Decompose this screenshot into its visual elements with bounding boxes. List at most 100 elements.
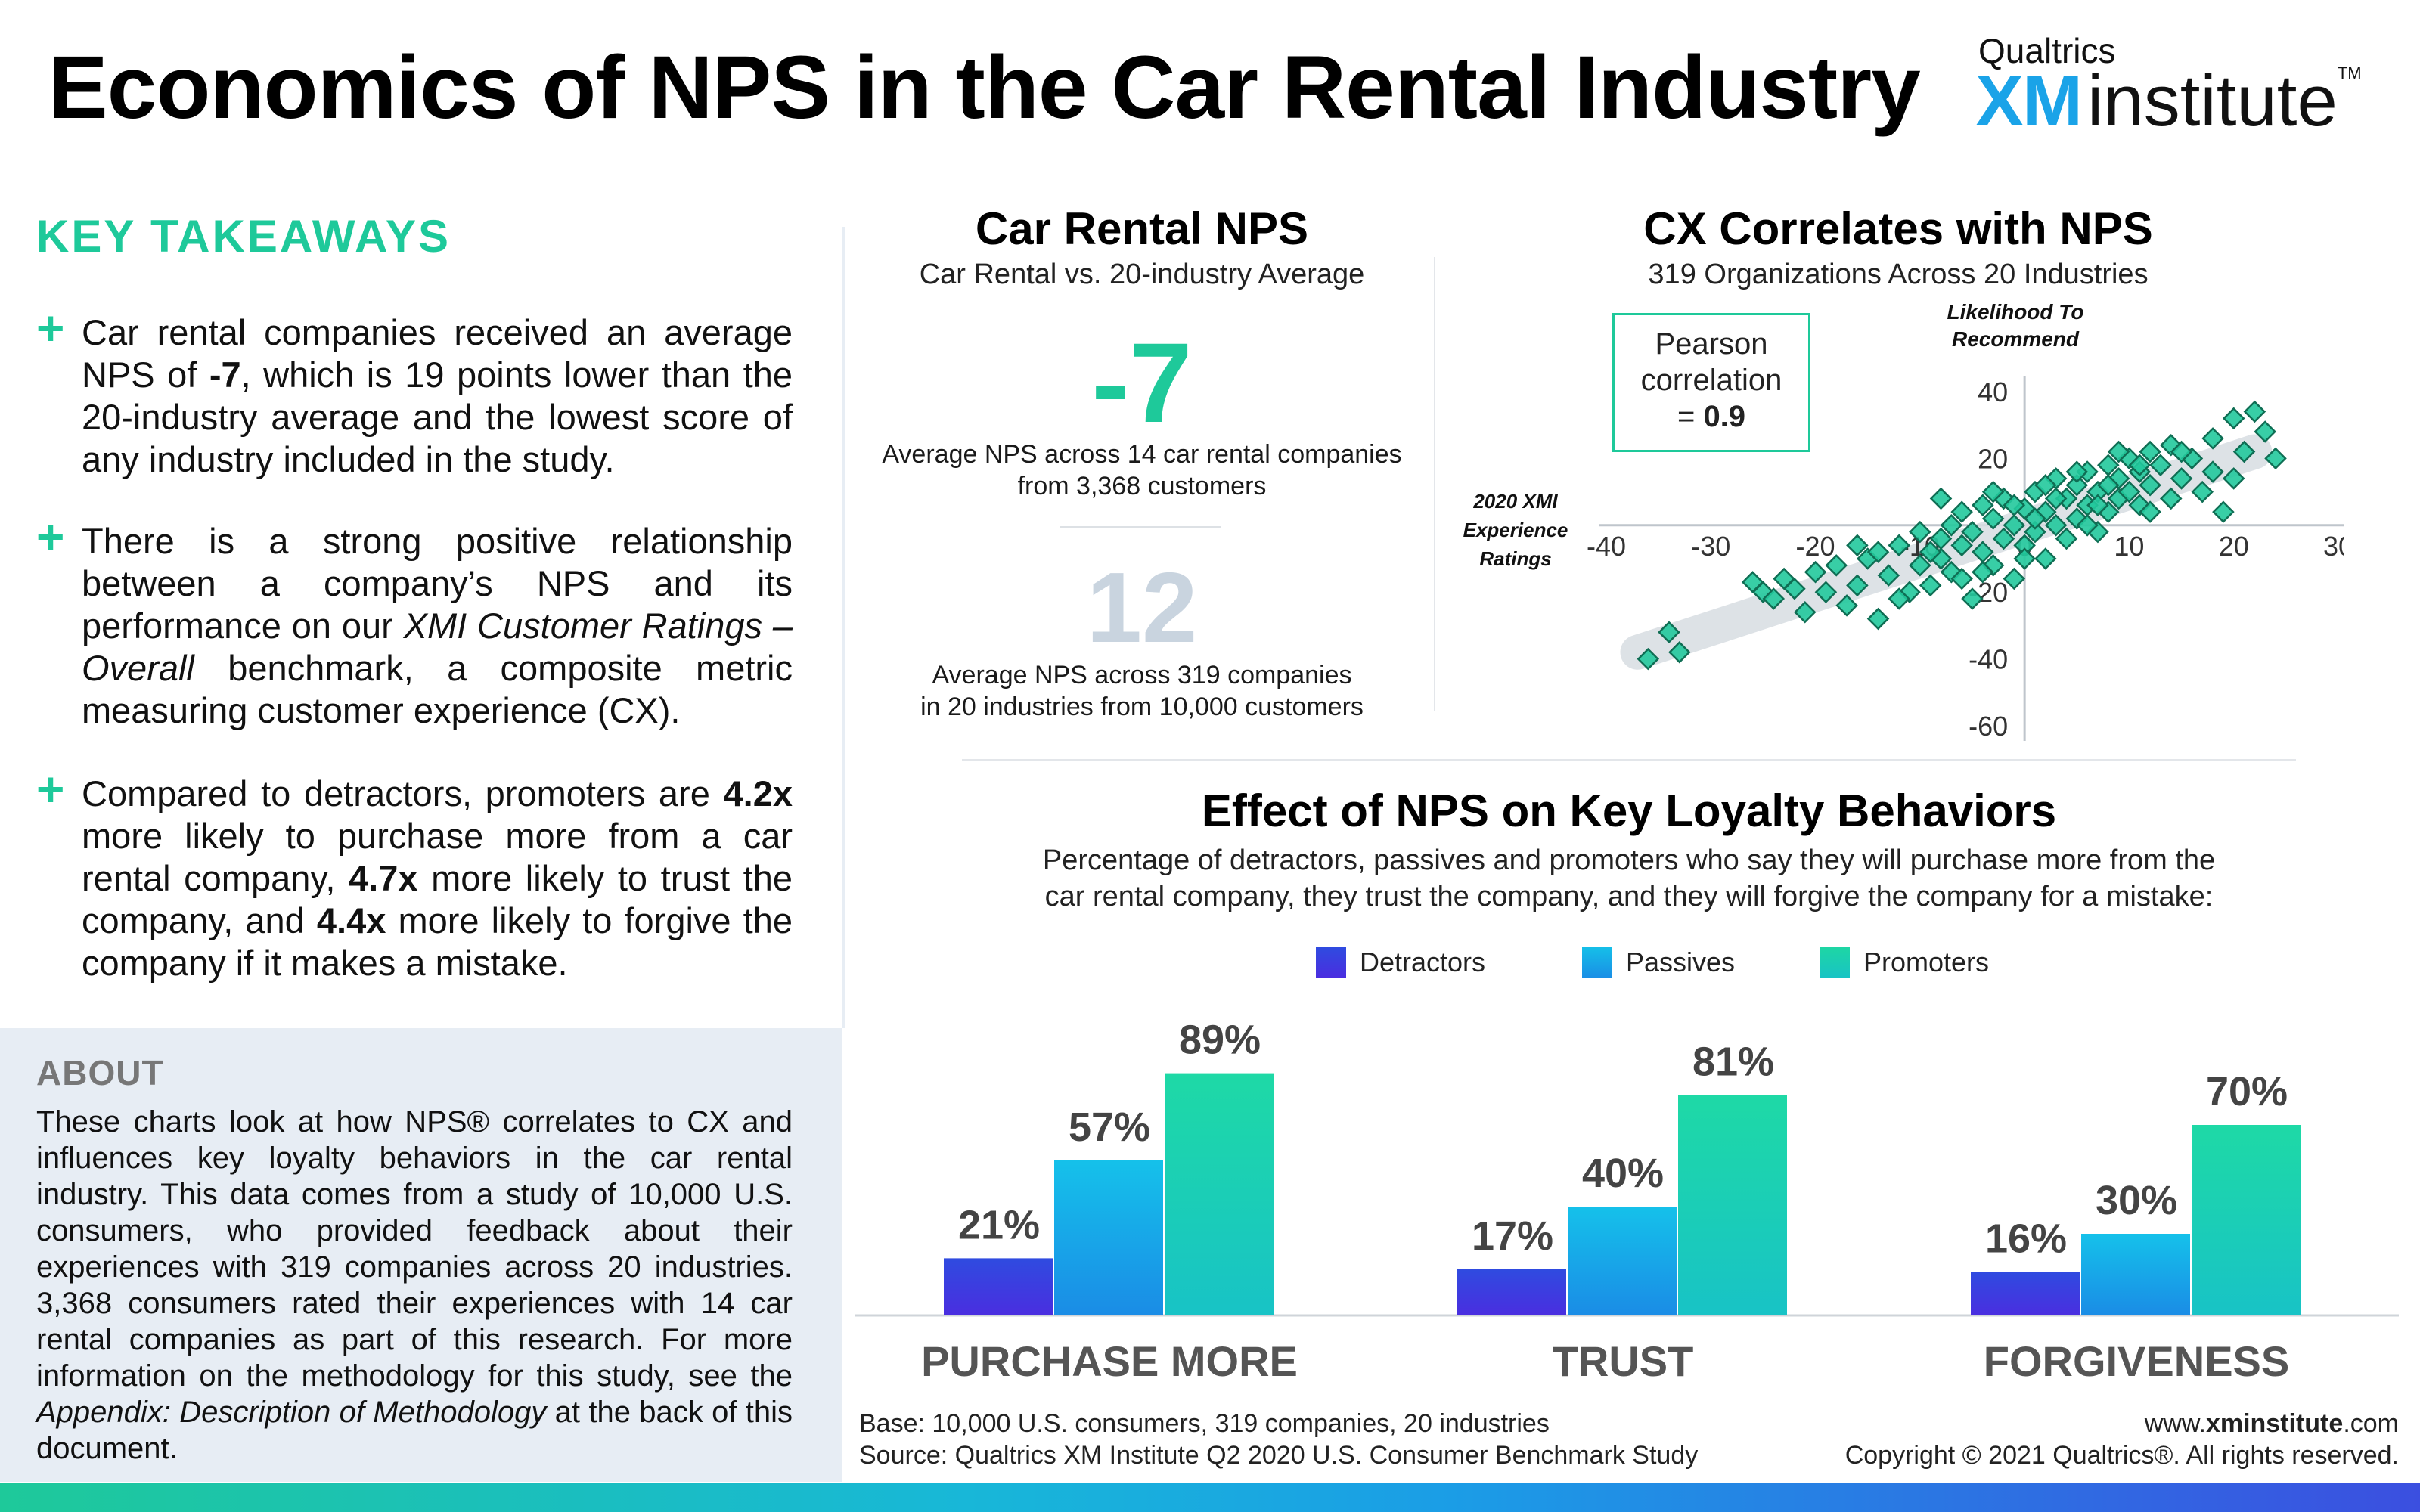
scatter-point (1804, 560, 1827, 584)
x-axis-label: Experience (1463, 519, 1568, 541)
scatter-point (1919, 541, 1942, 563)
takeaway-item: + Car rental companies received an avera… (36, 304, 793, 481)
scatter-point (2128, 454, 2152, 477)
industry-average-nps-description: Average NPS across 319 companies in 20 in… (920, 661, 1364, 721)
scatter-point (2201, 460, 2224, 483)
scatter-point (1961, 520, 1984, 544)
logo-xm: XM (1975, 60, 2083, 141)
legend-item-detractors: Detractors (1316, 947, 1485, 978)
y-tick-label: -40 (1969, 644, 2008, 675)
scatter-point (1981, 480, 2005, 503)
plus-icon: + (36, 301, 65, 355)
legend-swatch (1820, 947, 1850, 978)
about-panel (0, 1028, 842, 1482)
nps-panel-subtitle: Car Rental vs. 20-industry Average (919, 259, 1365, 290)
scatter-point (2065, 460, 2089, 483)
scatter-point (2212, 500, 2235, 523)
x-tick-label: -20 (1796, 531, 1835, 562)
scatter-point (2222, 407, 2245, 430)
takeaway-text: Compared to detractors, promoters are 4.… (82, 773, 793, 983)
scatter-point (1981, 507, 2005, 530)
scatter-point (1877, 564, 1900, 587)
scatter-point (1637, 647, 1660, 671)
scatter-point (1866, 607, 1890, 631)
scatter-point (2044, 487, 2068, 510)
x-tick-label: 20 (2219, 531, 2249, 562)
scatter-point (1846, 534, 1869, 557)
section-divider (962, 759, 2296, 761)
scatter-point (1909, 554, 1931, 577)
scatter-point (1888, 534, 1910, 557)
legend-item-passives: Passives (1582, 947, 1735, 978)
scatter-point (1762, 587, 1786, 610)
website-link[interactable]: www.xminstitute.com (2144, 1409, 2399, 1438)
column-divider (842, 227, 845, 1028)
scatter-point (1866, 541, 1890, 563)
bar-value-label: 40% (1582, 1151, 1664, 1196)
nps-divider (1060, 526, 1221, 528)
y-tick-label: 20 (1978, 443, 2008, 474)
pearson-annotation: Pearson correlation = 0.9 (1612, 313, 1810, 452)
bottom-gradient-stripe (0, 1483, 2420, 1512)
logo-institute: institute (2087, 60, 2338, 141)
scatter-point (2118, 480, 2141, 503)
bar-passives (1054, 1160, 1163, 1315)
scatter-point (2139, 440, 2161, 463)
panel-divider (1434, 257, 1435, 711)
bar-chart-subtitle: Percentage of detractors, passives and p… (1042, 844, 2216, 912)
plus-icon: + (36, 510, 65, 564)
scatter-point (2201, 427, 2224, 450)
scatter-point (2159, 487, 2183, 510)
scatter-point (2149, 454, 2172, 477)
car-rental-nps-value: -7 (1091, 319, 1193, 446)
scatter-point (1668, 640, 1691, 664)
takeaways-heading: KEY TAKEAWAYS (36, 211, 451, 262)
bar-value-label: 81% (1692, 1039, 1774, 1084)
bar-passives (1568, 1207, 1677, 1315)
logo-trademark: TM (2337, 64, 2362, 82)
about-text: These charts look at how NPS® correlates… (36, 1105, 793, 1465)
scatter-point (2044, 514, 2068, 537)
industry-average-nps-value: 12 (1086, 552, 1198, 663)
category-label: FORGIVENESS (1984, 1337, 2290, 1385)
scatter-point (2139, 473, 2161, 497)
bar-detractors (1971, 1272, 2080, 1315)
takeaway-text: There is a strong positive relationship … (82, 521, 793, 730)
scatter-point (1825, 554, 1848, 577)
bar-value-label: 21% (958, 1202, 1040, 1247)
scatter-point (1950, 500, 1973, 523)
y-axis-label: Likelihood To (1947, 302, 2084, 324)
scatter-point (1961, 587, 1984, 610)
takeaway-item: + There is a strong positive relationshi… (36, 513, 793, 732)
scatter-point (2232, 440, 2256, 463)
bar-value-label: 57% (1069, 1105, 1150, 1150)
bar-value-label: 30% (2096, 1178, 2177, 1223)
bar-value-label: 89% (1179, 1018, 1261, 1063)
bar-passives (2081, 1234, 2190, 1315)
y-tick-label: 40 (1978, 376, 2008, 407)
category-label: TRUST (1553, 1337, 1694, 1385)
page-title: Economics of NPS in the Car Rental Indus… (48, 38, 1921, 138)
scatter-point (1846, 574, 1869, 597)
y-axis-label: Recommend (1952, 327, 2080, 351)
scatter-point (2086, 494, 2109, 517)
x-axis-label: Ratings (1479, 547, 1551, 570)
y-tick-label: -60 (1969, 711, 2008, 742)
bar-chart-title: Effect of NPS on Key Loyalty Behaviors (1201, 785, 2057, 836)
scatter-point (2264, 447, 2287, 470)
about-heading: ABOUT (36, 1053, 164, 1092)
scatter-point (1919, 574, 1942, 597)
scatter-point (2024, 507, 2046, 530)
x-tick-label: 30 (2323, 531, 2344, 562)
category-label: PURCHASE MORE (921, 1337, 1298, 1385)
bar-promoters (1678, 1095, 1787, 1315)
scatter-point (2003, 514, 2026, 537)
scatter-point (1909, 520, 1931, 544)
scatter-point (2097, 473, 2120, 497)
scatter-point (2003, 567, 2026, 590)
scatter-point (2076, 514, 2099, 537)
logo: XMinstituteTM (1975, 65, 2362, 138)
scatter-point (2191, 480, 2214, 503)
scatter-point (2170, 467, 2193, 490)
scatter-point (2243, 400, 2266, 423)
